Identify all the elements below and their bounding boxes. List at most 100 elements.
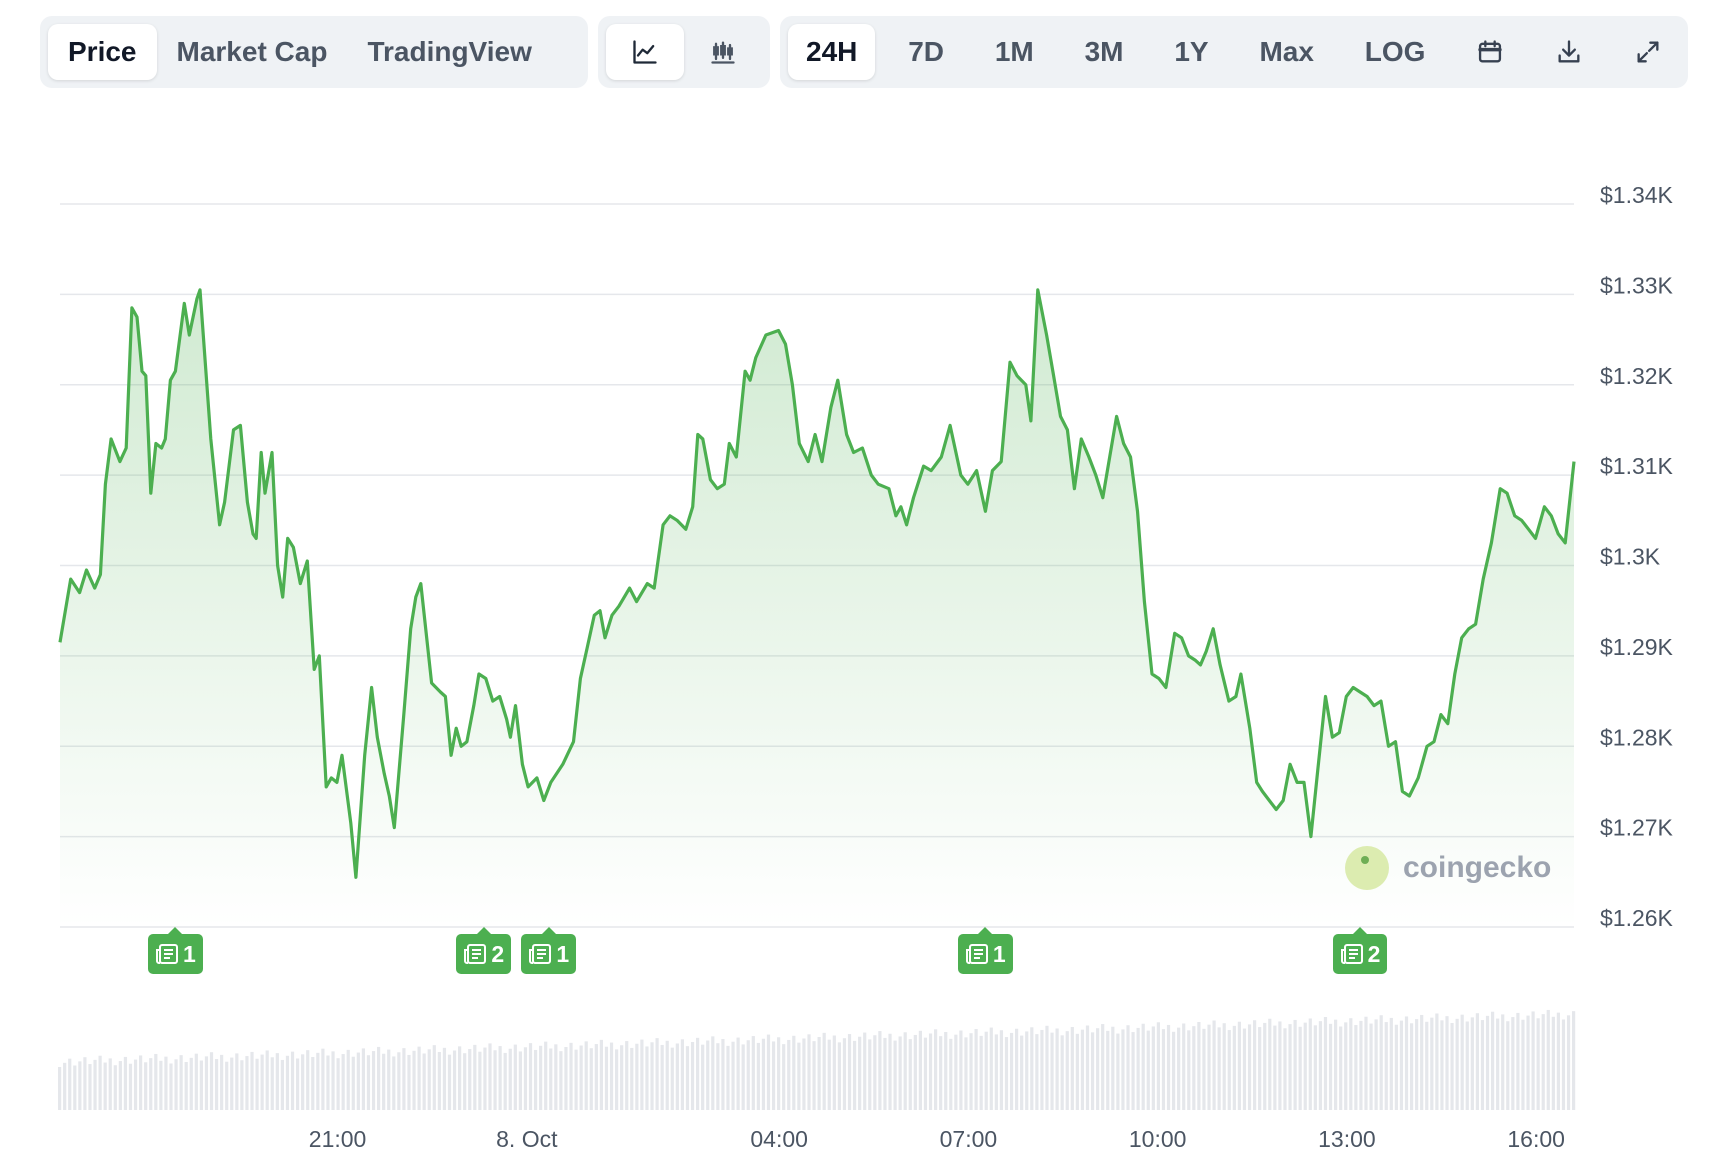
- volume-bar: [508, 1048, 512, 1110]
- news-count: 2: [491, 940, 505, 967]
- volume-bar: [73, 1065, 77, 1110]
- y-tick-label: $1.26K: [1600, 905, 1674, 931]
- volume-bar: [579, 1045, 583, 1110]
- volume-bar: [230, 1057, 234, 1110]
- volume-bar: [949, 1038, 953, 1110]
- volume-bar: [1450, 1023, 1454, 1110]
- time-range-bar: 24H 7D 1M 3M 1Y Max LOG: [780, 16, 1688, 88]
- volume-bar: [878, 1031, 882, 1110]
- volume-bar: [979, 1035, 983, 1110]
- volume-bar: [1379, 1015, 1383, 1110]
- tab-price[interactable]: Price: [48, 24, 157, 80]
- range-3m[interactable]: 3M: [1084, 36, 1124, 67]
- volume-bar: [1080, 1029, 1085, 1110]
- volume-bar: [650, 1042, 654, 1110]
- volume-bar: [1096, 1028, 1100, 1110]
- volume-bar: [1263, 1022, 1267, 1110]
- volume-bar: [1101, 1024, 1105, 1110]
- volume-bar: [599, 1039, 603, 1110]
- volume-bar: [68, 1058, 72, 1110]
- range-7d[interactable]: 7D: [908, 36, 945, 67]
- volume-bar: [1394, 1024, 1398, 1110]
- volume-bar: [868, 1039, 872, 1110]
- volume-bar: [918, 1030, 923, 1110]
- volume-bar: [83, 1057, 87, 1110]
- volume-bar: [792, 1035, 796, 1110]
- volume-bar: [1475, 1013, 1479, 1110]
- volume-bar: [1516, 1012, 1520, 1110]
- volume-bar: [371, 1051, 376, 1110]
- volume-bar: [817, 1037, 821, 1110]
- range-1m[interactable]: 1M: [994, 36, 1034, 67]
- volume-bar: [908, 1039, 912, 1110]
- news-marker[interactable]: 1: [521, 927, 577, 974]
- volume-bar: [923, 1037, 928, 1110]
- volume-bar: [422, 1053, 426, 1110]
- volume-bar: [346, 1049, 350, 1110]
- volume-bar: [88, 1064, 92, 1110]
- volume-bar: [412, 1050, 416, 1110]
- line-chart-button[interactable]: [606, 24, 684, 80]
- volume-bar: [549, 1048, 553, 1110]
- volume-bar: [179, 1055, 183, 1110]
- fullscreen-button[interactable]: [1616, 24, 1680, 80]
- volume-bar: [1035, 1034, 1039, 1110]
- volume-bar: [442, 1047, 447, 1110]
- tab-tradingview[interactable]: TradingView: [367, 36, 532, 67]
- y-tick-label: $1.31K: [1600, 453, 1674, 479]
- news-marker[interactable]: 1: [147, 927, 203, 974]
- candlestick-chart-button[interactable]: [684, 24, 762, 80]
- range-1y[interactable]: 1Y: [1174, 36, 1209, 67]
- tab-market-cap[interactable]: Market Cap: [176, 36, 328, 67]
- volume-bar: [731, 1041, 735, 1110]
- volume-bar: [1404, 1016, 1409, 1110]
- volume-bar: [493, 1050, 497, 1110]
- volume-bar: [473, 1044, 477, 1110]
- news-marker[interactable]: 2: [1332, 927, 1388, 974]
- volume-bar: [483, 1047, 487, 1110]
- news-count: 1: [992, 940, 1006, 967]
- range-log[interactable]: LOG: [1364, 36, 1426, 67]
- volume-bar: [1425, 1021, 1429, 1110]
- volume-bar: [1192, 1026, 1196, 1110]
- volume-bar: [407, 1054, 411, 1110]
- volume-bar: [883, 1037, 887, 1110]
- volume-bar: [144, 1062, 148, 1110]
- volume-bar: [1399, 1020, 1404, 1110]
- range-max[interactable]: Max: [1259, 36, 1314, 67]
- volume-bar: [1409, 1023, 1414, 1110]
- volume-bar: [498, 1046, 502, 1110]
- chart-type-toggle: [598, 16, 770, 88]
- volume-bar: [1131, 1032, 1135, 1110]
- candlestick-chart-icon: [709, 38, 737, 66]
- volume-bar: [1106, 1030, 1110, 1110]
- volume-bar: [1496, 1018, 1500, 1110]
- price-line[interactable]: [58, 288, 1576, 879]
- news-marker[interactable]: 1: [957, 927, 1013, 974]
- volume-bar: [1040, 1029, 1044, 1110]
- volume-bar: [994, 1034, 998, 1110]
- download-button[interactable]: [1537, 24, 1601, 80]
- volume-bar: [1465, 1021, 1469, 1110]
- volume-bar: [528, 1043, 533, 1110]
- calendar-button[interactable]: [1458, 24, 1522, 80]
- range-24h[interactable]: 24H: [788, 24, 876, 80]
- news-marker[interactable]: 2: [456, 927, 512, 974]
- volume-bar: [1308, 1018, 1312, 1110]
- volume-bar: [1440, 1020, 1444, 1110]
- volume-bar: [240, 1060, 244, 1110]
- volume-bar: [888, 1033, 892, 1110]
- volume-bar: [1561, 1019, 1566, 1110]
- volume-bar: [204, 1056, 209, 1110]
- volume-bar: [807, 1034, 811, 1110]
- volume-bar: [377, 1046, 381, 1110]
- volume-bar: [290, 1051, 295, 1110]
- volume-bar: [503, 1052, 507, 1110]
- volume-bar: [1242, 1028, 1247, 1110]
- volume-bar: [954, 1034, 958, 1110]
- volume-bar: [1237, 1021, 1242, 1110]
- volume-bar: [199, 1060, 203, 1110]
- volume-bar: [802, 1038, 806, 1110]
- volume-bar: [837, 1042, 841, 1110]
